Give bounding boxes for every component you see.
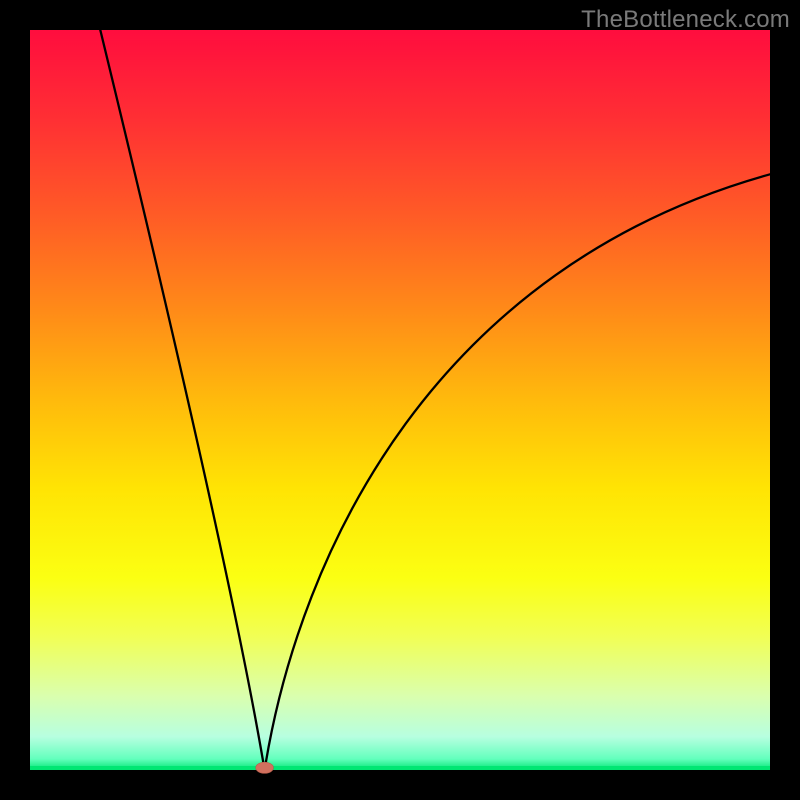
chart-container: TheBottleneck.com: [0, 0, 800, 800]
bottleneck-chart: [0, 0, 800, 800]
watermark-text: TheBottleneck.com: [581, 6, 790, 34]
green-baseline: [30, 766, 770, 770]
plot-background: [30, 30, 770, 770]
optimum-marker: [256, 762, 274, 773]
